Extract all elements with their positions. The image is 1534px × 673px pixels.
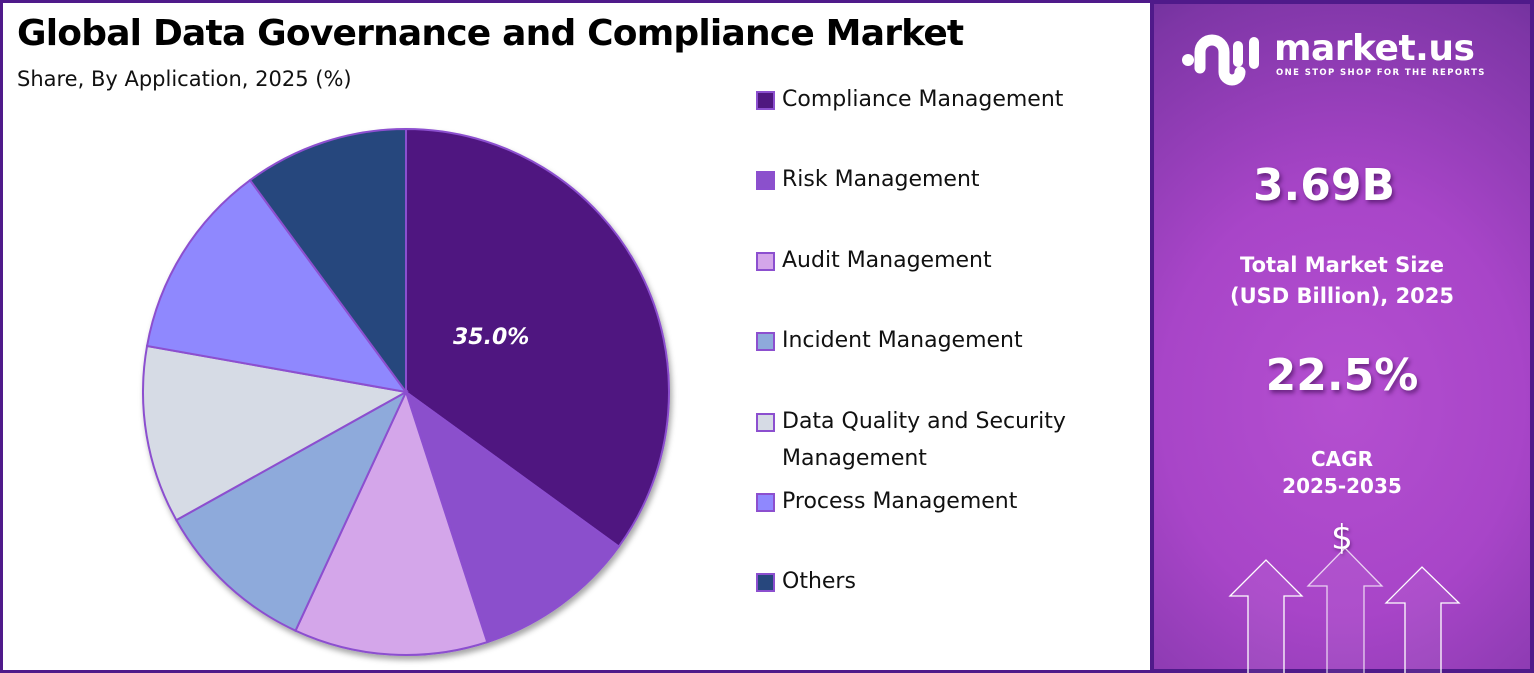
legend-item-others[interactable]: Others xyxy=(756,568,1122,600)
legend-item-risk-management[interactable]: Risk Management xyxy=(756,166,1122,198)
pie-slice-compliance-management[interactable] xyxy=(405,127,670,548)
chart-panel: Global Data Governance and Compliance Ma… xyxy=(0,0,1150,673)
market-us-logo-icon xyxy=(1182,34,1259,86)
compliance-slice-label: 35.0% xyxy=(453,325,530,350)
market-size-value: 3.69B xyxy=(1252,160,1396,211)
pie-slice-risk-management[interactable] xyxy=(404,389,621,644)
legend-swatch-icon xyxy=(756,493,775,512)
legend-label: Incident Management xyxy=(782,328,1023,353)
pie-slice-incident-management[interactable] xyxy=(174,389,409,632)
legend-swatch-icon xyxy=(756,171,775,190)
brand-tagline: ONE STOP SHOP FOR THE REPORTS xyxy=(1276,68,1486,78)
legend-label: Others xyxy=(782,569,856,594)
summary-panel: market.us ONE STOP SHOP FOR THE REPORTS … xyxy=(1150,0,1534,673)
legend-swatch-icon xyxy=(756,413,775,432)
legend-swatch-icon xyxy=(756,573,775,592)
chart-subtitle: Share, By Application, 2025 (%) xyxy=(17,67,352,91)
legend-item-audit-management[interactable]: Audit Management xyxy=(756,247,1122,279)
cagr-value: 22.5% xyxy=(1265,350,1419,401)
legend-label: Process Management xyxy=(782,489,1018,514)
pie-slice-others[interactable] xyxy=(248,127,407,396)
pie-chart: 35.0% xyxy=(3,3,743,673)
legend-item-data-quality-and-security-management[interactable]: Data Quality and Security Management xyxy=(756,408,1112,477)
legend-item-compliance-management[interactable]: Compliance Management xyxy=(756,86,1122,118)
pie-slice-data-quality-and-security-management[interactable] xyxy=(142,344,409,522)
dollar-icon: $ xyxy=(1331,518,1353,558)
brand-logo[interactable]: market.us ONE STOP SHOP FOR THE REPORTS xyxy=(1180,28,1500,86)
legend-swatch-icon xyxy=(756,91,775,110)
market-size-caption-line1: Total Market Size xyxy=(1240,253,1444,277)
growth-arrows-icon xyxy=(1228,547,1461,673)
legend-swatch-icon xyxy=(756,252,775,271)
brand-name: market.us xyxy=(1274,28,1475,69)
cagr-period: 2025-2035 xyxy=(1282,474,1402,498)
pie-chart-svg xyxy=(142,127,670,656)
legend-label: Risk Management xyxy=(782,167,980,192)
market-size-caption-line2: (USD Billion), 2025 xyxy=(1229,284,1455,308)
cagr-caption-line1: CAGR xyxy=(1311,447,1373,471)
legend-label: Audit Management xyxy=(782,248,992,273)
legend-label: Data Quality and Security Management xyxy=(782,409,1066,471)
legend-item-process-management[interactable]: Process Management xyxy=(756,488,1122,520)
chart-title: Global Data Governance and Compliance Ma… xyxy=(17,13,964,54)
legend-item-incident-management[interactable]: Incident Management xyxy=(756,327,1122,359)
legend-swatch-icon xyxy=(756,332,775,351)
pie-slice-process-management[interactable] xyxy=(145,178,409,394)
pie-slice-audit-management[interactable] xyxy=(294,389,489,656)
legend-label: Compliance Management xyxy=(782,87,1064,112)
